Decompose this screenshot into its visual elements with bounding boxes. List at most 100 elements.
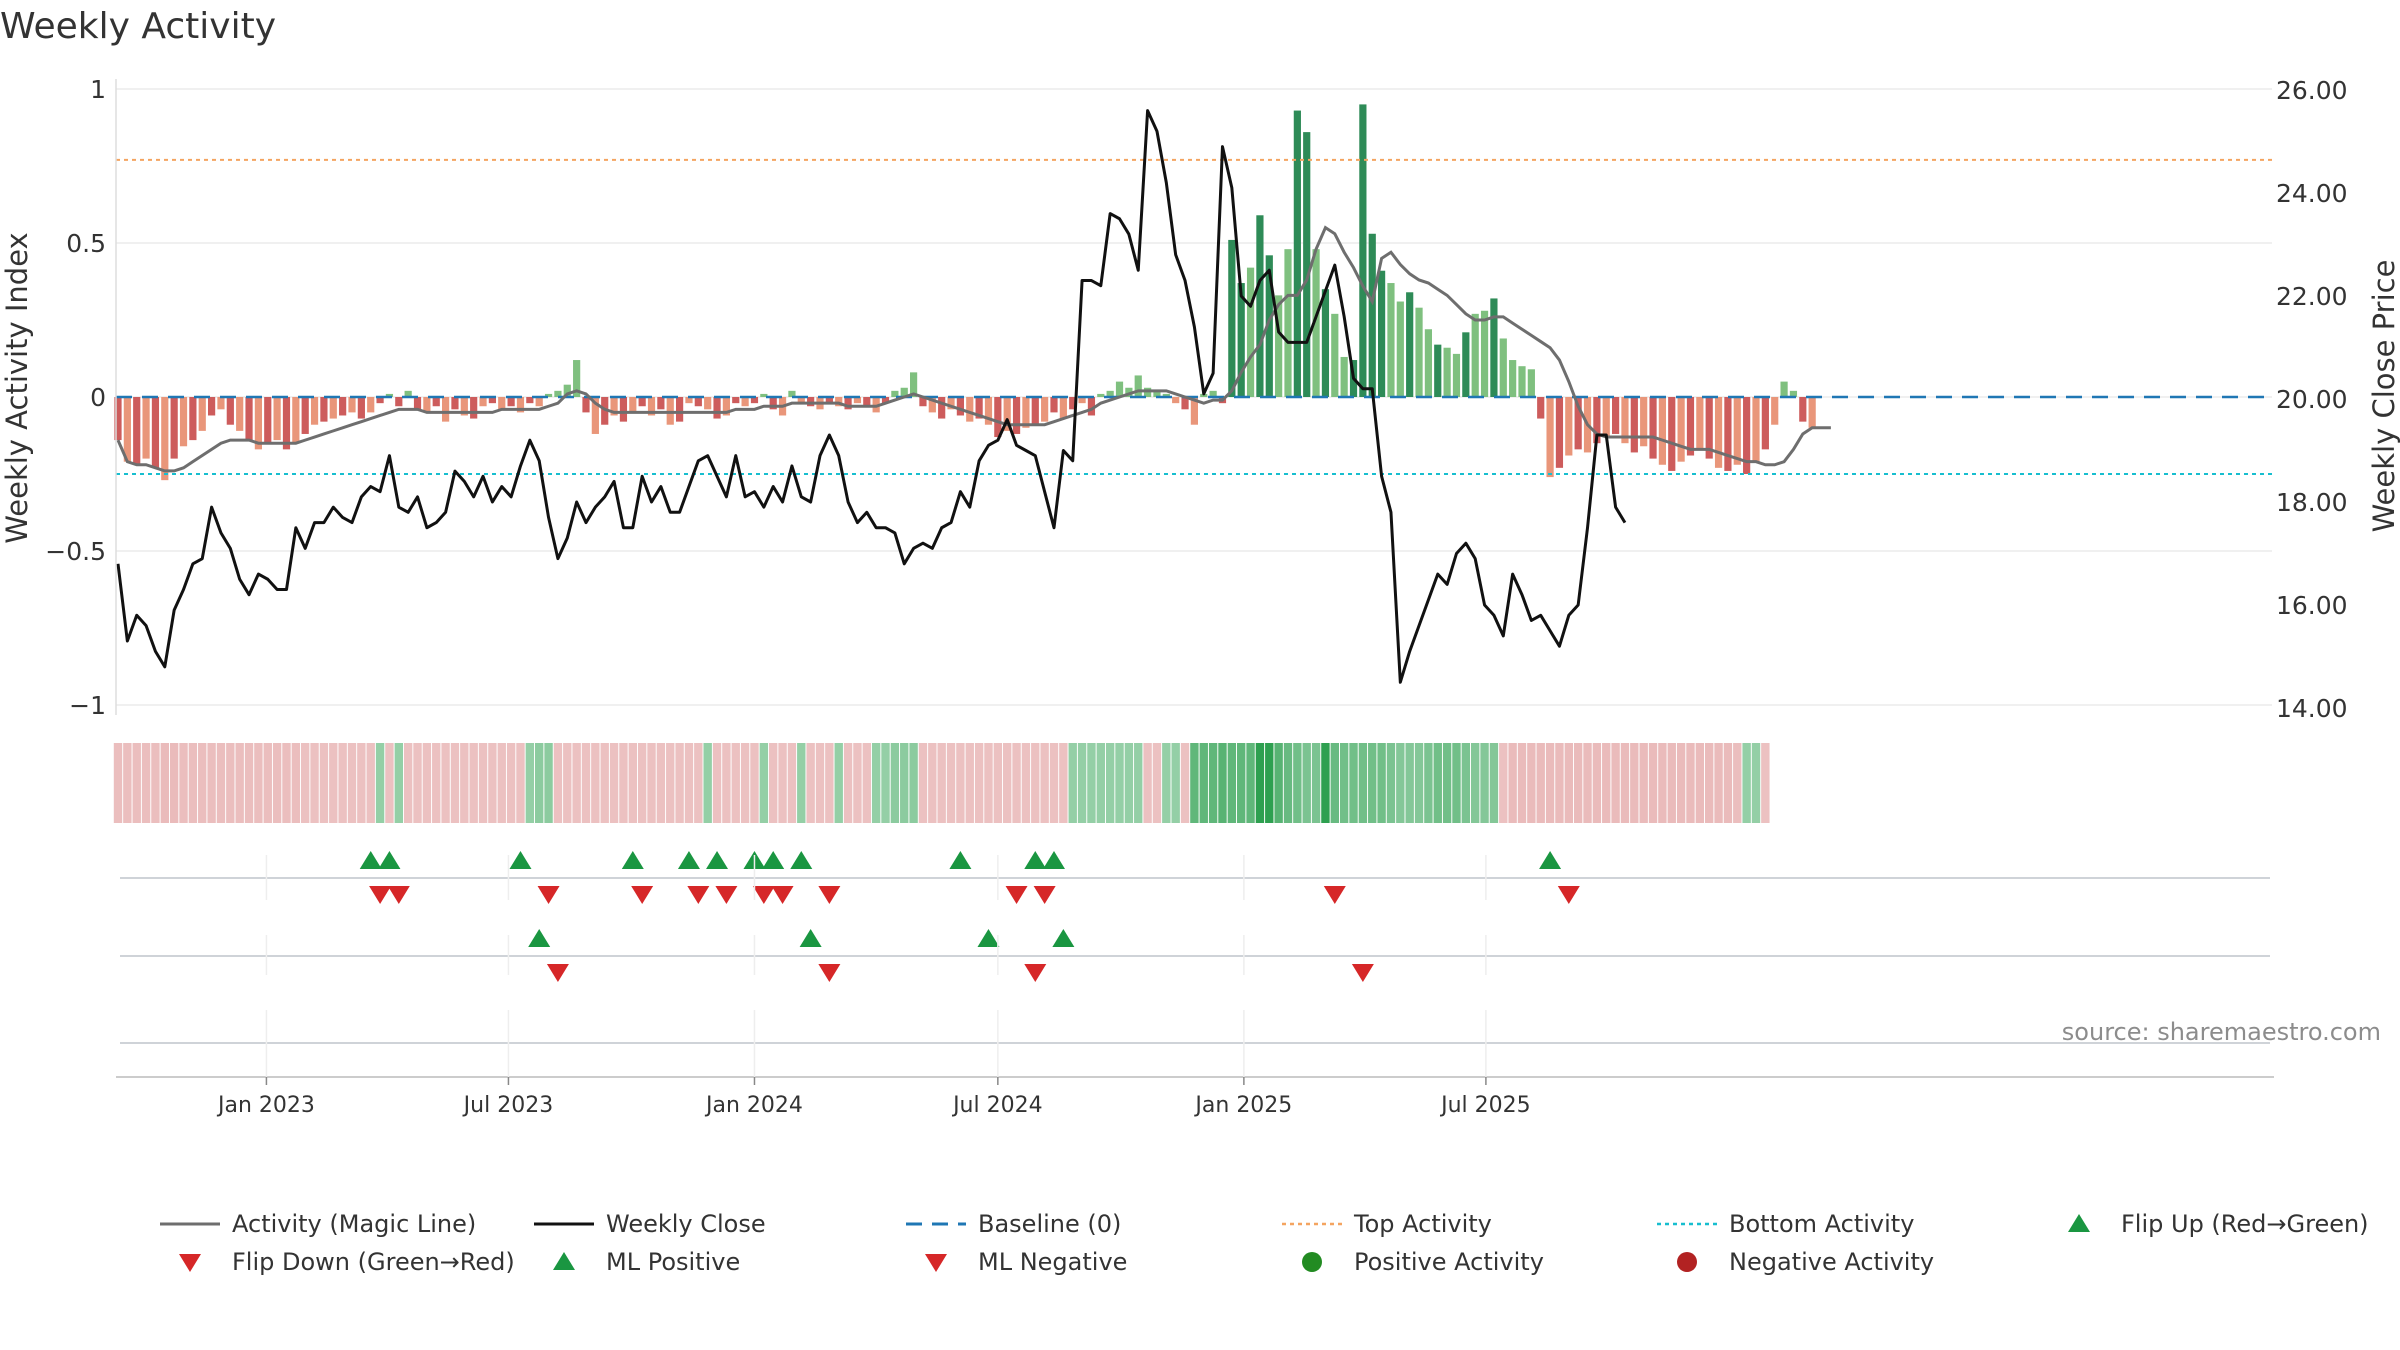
activity-strip-cell: [965, 743, 974, 823]
activity-strip-cell: [1517, 743, 1527, 823]
activity-bar: [938, 397, 946, 419]
activity-strip-cell: [1686, 743, 1695, 823]
y2-tick-label: 24.00: [2276, 179, 2348, 208]
activity-strip-cell: [1339, 743, 1349, 823]
activity-strip-cell: [956, 743, 965, 823]
activity-strip-cell: [1274, 743, 1283, 823]
activity-bar: [1574, 397, 1582, 450]
activity-strip-cell: [319, 743, 329, 823]
activity-bar: [1237, 283, 1245, 397]
activity-strip-cell: [656, 743, 666, 823]
flip-down-marker: [1323, 886, 1346, 904]
activity-strip-layer: [113, 743, 1770, 823]
activity-strip-cell: [1162, 743, 1171, 823]
blue-dashed-line-icon: [906, 1212, 976, 1236]
activity-strip-cell: [1442, 743, 1452, 823]
activity-bar: [535, 397, 543, 407]
activity-bar: [1246, 267, 1255, 397]
activity-bar: [264, 397, 272, 444]
activity-strip-cell: [712, 743, 722, 823]
activity-bar: [142, 397, 150, 459]
activity-bar: [825, 397, 833, 404]
activity-bar: [900, 387, 908, 397]
activity-strip-cell: [1536, 743, 1545, 823]
legend-item: Weekly Close: [534, 1210, 766, 1238]
flip-down-marker: [752, 886, 775, 904]
activity-strip-cell: [1096, 743, 1105, 823]
y-tick-label: 0.5: [66, 229, 106, 258]
activity-bar: [1359, 104, 1367, 398]
legend-label: ML Positive: [606, 1248, 741, 1276]
grey-line-icon: [160, 1212, 230, 1236]
activity-bar: [797, 397, 805, 404]
activity-strip-cell: [441, 743, 450, 823]
activity-strip-cell: [310, 743, 319, 823]
activity-strip-cell: [132, 743, 141, 823]
activity-strip-cell: [1714, 743, 1723, 823]
activity-bar: [947, 397, 955, 410]
legend-label: Baseline (0): [978, 1210, 1122, 1238]
legend-label: Activity (Magic Line): [232, 1210, 477, 1238]
activity-bar: [1509, 360, 1517, 397]
activity-strip-cell: [1433, 743, 1442, 823]
cyan-dotted-line-icon: [1657, 1212, 1727, 1236]
activity-bar: [507, 397, 515, 407]
y-tick-label: 1: [90, 75, 106, 104]
activity-strip-cell: [1115, 743, 1124, 823]
flip-down-marker: [715, 886, 738, 904]
activity-strip-cell: [478, 743, 488, 823]
activity-bar: [114, 397, 122, 441]
y-tick-label: 0: [90, 383, 106, 412]
activity-strip-cell: [151, 743, 160, 823]
activity-strip-cell: [1461, 743, 1471, 823]
watermark: source: sharemaestro.com: [2062, 1018, 2381, 1046]
activity-strip-cell: [647, 743, 656, 823]
activity-strip-cell: [1368, 743, 1377, 823]
activity-bar: [1069, 397, 1077, 410]
activity-strip-cell: [1190, 743, 1199, 823]
activity-bar: [226, 397, 234, 425]
activity-bar: [1265, 255, 1273, 397]
activity-strip-cell: [1293, 743, 1302, 823]
activity-bar: [198, 397, 206, 431]
activity-bar: [1368, 233, 1376, 397]
activity-strip-cell: [1386, 743, 1396, 823]
activity-strip-cell: [160, 743, 169, 823]
legend-item: Flip Up (Red→Green): [2049, 1210, 2369, 1238]
activity-bar: [1480, 310, 1489, 397]
activity-strip-cell: [338, 743, 347, 823]
activity-bar: [413, 397, 422, 410]
activity-bar: [451, 397, 459, 410]
ml-negative-marker: [818, 964, 841, 982]
activity-strip-cell: [394, 743, 403, 823]
activity-bar: [470, 397, 478, 419]
activity-strip-cell: [1321, 743, 1330, 823]
activity-strip-cell: [235, 743, 244, 823]
activity-strip-cell: [357, 743, 366, 823]
activity-bar: [442, 397, 450, 422]
activity-strip-cell: [1583, 743, 1592, 823]
activity-strip-cell: [918, 743, 928, 823]
activity-bar: [1012, 397, 1021, 434]
activity-strip-cell: [141, 743, 151, 823]
flip-down-marker: [537, 886, 560, 904]
legend-item: ML Positive: [534, 1248, 740, 1276]
activity-strip-cell: [750, 743, 759, 823]
activity-bar: [170, 397, 178, 459]
activity-bar: [1078, 397, 1086, 404]
activity-bar: [1452, 353, 1461, 397]
activity-strip-cell: [188, 743, 198, 823]
activity-strip-cell: [675, 743, 684, 823]
activity-strip-cell: [1021, 743, 1031, 823]
activity-strip-cell: [1424, 743, 1433, 823]
legend-item: Bottom Activity: [1657, 1210, 1914, 1238]
activity-strip-cell: [1676, 743, 1686, 823]
activity-bar: [956, 397, 964, 416]
activity-bar: [1527, 369, 1535, 397]
activity-bar: [1462, 332, 1470, 397]
activity-strip-cell: [881, 743, 890, 823]
activity-strip-cell: [740, 743, 750, 823]
activity-bar: [591, 397, 599, 434]
activity-bar: [1789, 390, 1798, 397]
activity-strip-cell: [123, 743, 132, 823]
